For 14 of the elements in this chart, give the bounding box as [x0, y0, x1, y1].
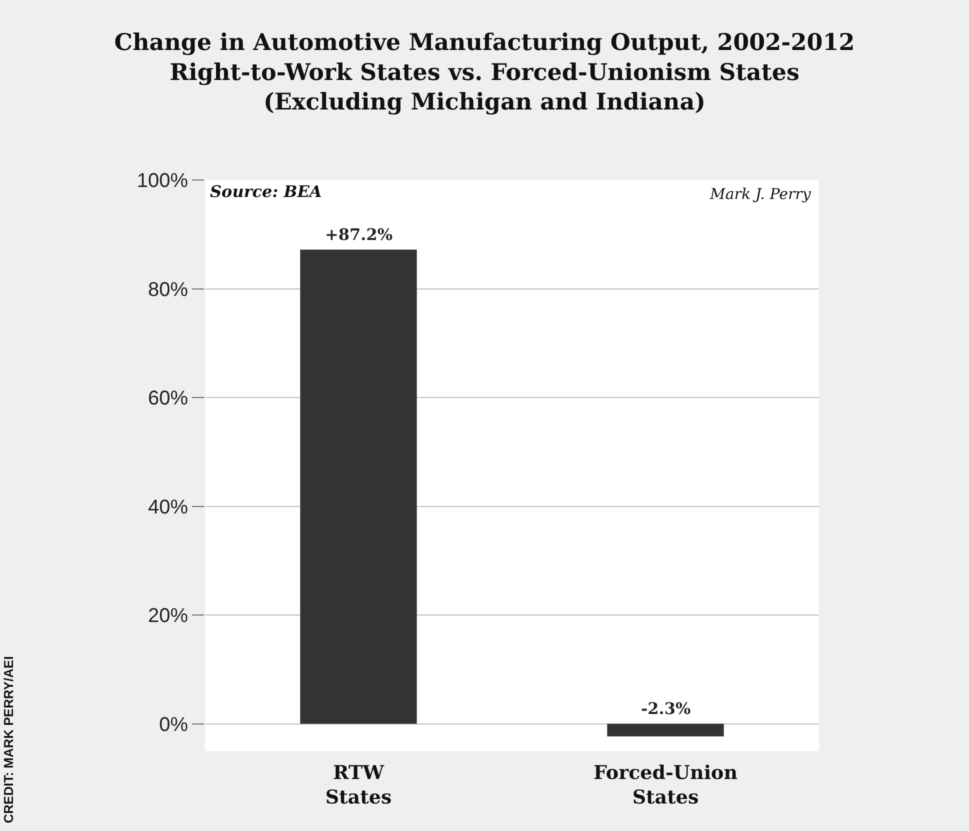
- y-tick-label: 100%: [136, 170, 188, 192]
- data-label: -2.3%: [641, 699, 691, 718]
- annotation: Mark J. Perry: [709, 185, 812, 203]
- x-tick-label: RTW States: [325, 762, 392, 809]
- chart-title: Change in Automotive Manufacturing Output, 2002-2012 Right-to-Work States vs. Forced-Unionism States (Excluding Michigan and Indiana): [114, 28, 855, 116]
- y-tick-label: 20%: [148, 605, 188, 628]
- y-tick-label: 60%: [148, 388, 188, 410]
- data-label: +87.2%: [325, 225, 393, 244]
- text: CREDIT: MARK PERRY/AEI: [0, 656, 16, 824]
- x-tick-label: Forced-Union States: [593, 762, 738, 809]
- y-tick-label: 80%: [148, 278, 188, 301]
- annotation: Source: BEA: [210, 182, 322, 201]
- y-tick-label: 0%: [159, 714, 188, 736]
- y-tick-label: 40%: [148, 496, 188, 518]
